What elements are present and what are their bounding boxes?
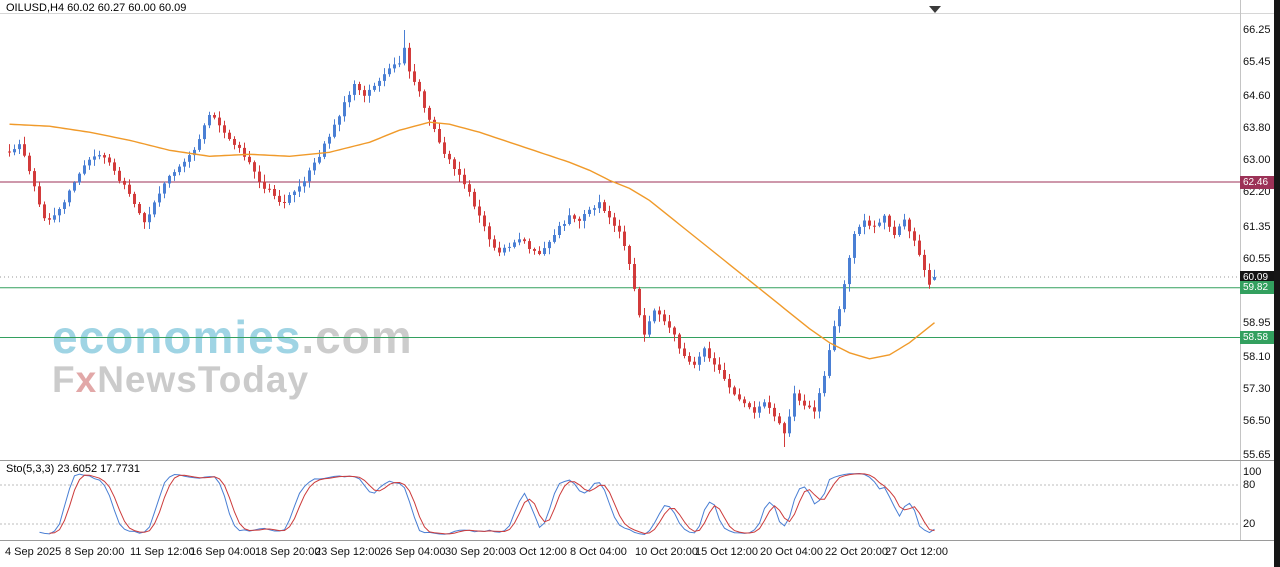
- time-axis-label: 30 Sep 20:00: [445, 546, 511, 558]
- watermark-x-glyph: x: [75, 358, 98, 400]
- time-axis-label: 8 Sep 20:00: [65, 546, 125, 558]
- time-axis-label: 10 Oct 20:00: [635, 546, 698, 558]
- price-axis-label: 56.50: [1243, 414, 1271, 427]
- price-axis-label: 58.95: [1243, 316, 1271, 329]
- watermark-subbrand: FxNewsToday: [52, 358, 310, 400]
- time-axis-label: 27 Oct 12:00: [885, 546, 948, 558]
- chart-chrome: [0, 0, 1280, 541]
- indicator-scale-label: 80: [1243, 479, 1256, 491]
- price-axis-label: 61.35: [1243, 220, 1271, 233]
- time-axis-label: 3 Oct 12:00: [510, 546, 567, 558]
- price-axis-label: 60.55: [1243, 252, 1271, 265]
- stochastic-indicator-label: Sto(5,3,3) 23.6052 17.7731: [6, 463, 140, 475]
- price-axis-label: 63.80: [1243, 122, 1271, 135]
- time-axis-label: 20 Oct 04:00: [760, 546, 823, 558]
- chart-shift-marker-icon: [929, 6, 941, 13]
- stochastic-signal-line: [49, 473, 935, 535]
- time-axis-label: 16 Sep 04:00: [190, 546, 256, 558]
- time-axis-label: 4 Sep 2025: [5, 546, 62, 558]
- price-level-badge: 58.58: [1240, 331, 1274, 344]
- indicator-scale-label: 100: [1243, 466, 1262, 478]
- price-axis-label: 64.60: [1243, 90, 1271, 103]
- price-axis-label: 63.00: [1243, 154, 1271, 167]
- window-right-border: [1274, 0, 1280, 567]
- price-axis-label: 62.20: [1243, 186, 1271, 199]
- price-axis-label: 65.45: [1243, 56, 1271, 69]
- moving-average-line: [9, 121, 935, 360]
- price-axis-label: 57.30: [1243, 382, 1271, 395]
- candles-layer: [8, 30, 936, 447]
- price-axis-label: 58.10: [1243, 350, 1271, 363]
- stochastic-panel: [0, 472, 1240, 536]
- time-axis-label: 18 Sep 20:00: [255, 546, 321, 558]
- price-axis-label: 55.65: [1243, 449, 1271, 461]
- stochastic-main-line: [39, 472, 935, 536]
- price-level-badge: 62.46: [1240, 175, 1274, 189]
- current-price-badge: 60.09: [1240, 270, 1274, 284]
- time-axis-label: 8 Oct 04:00: [570, 546, 627, 558]
- price-level-badge: 59.82: [1240, 281, 1274, 295]
- indicator-scale-label: 20: [1243, 518, 1256, 530]
- horizontal-level-lines[interactable]: [0, 181, 1240, 338]
- time-axis-label: 11 Sep 12:00: [130, 546, 195, 558]
- symbol-ohlc-label: OILUSD,H4 60.02 60.27 60.00 60.09: [6, 2, 187, 14]
- time-axis-label: 23 Sep 12:00: [315, 546, 381, 558]
- price-axis-label: 66.25: [1243, 24, 1271, 36]
- time-axis-label: 15 Oct 12:00: [695, 546, 758, 558]
- time-axis-label: 26 Sep 04:00: [380, 546, 446, 558]
- time-axis-label: 22 Oct 20:00: [825, 546, 888, 558]
